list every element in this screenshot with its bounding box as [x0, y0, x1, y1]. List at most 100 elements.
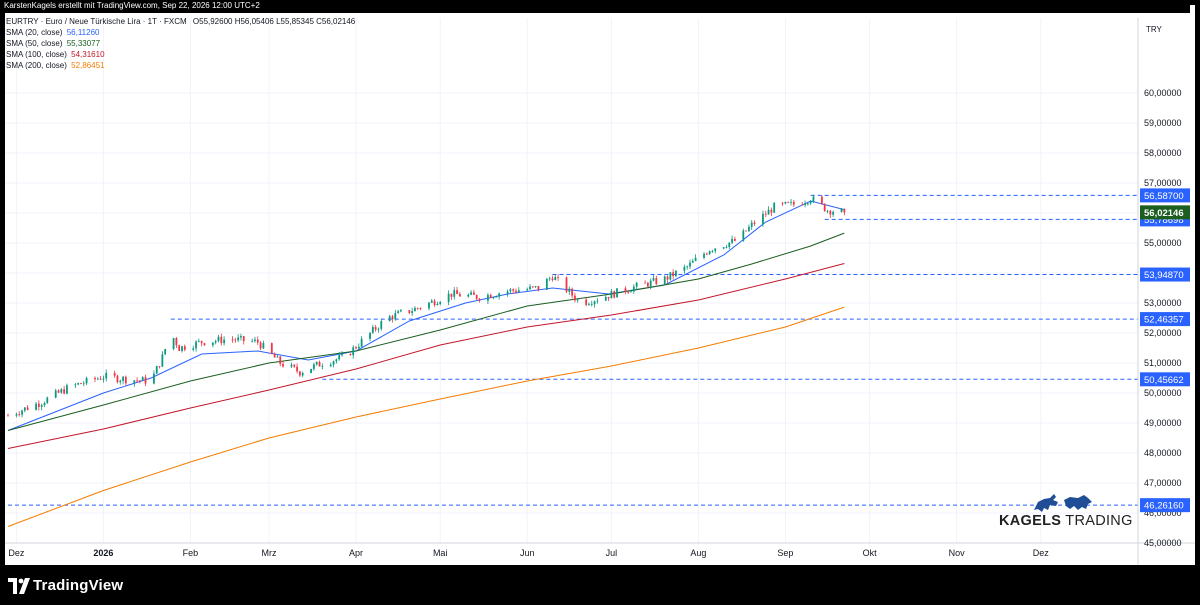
candle-body	[565, 277, 568, 292]
candle-body	[397, 311, 400, 314]
x-tick-label: Nov	[949, 548, 966, 558]
y-tick-label: 58,00000	[1144, 148, 1182, 158]
candle-body	[456, 290, 458, 295]
candle-body	[124, 376, 127, 384]
candle-body	[217, 336, 220, 342]
x-tick-label: Apr	[349, 548, 363, 558]
x-tick-label: 2026	[93, 548, 113, 558]
y-tick-label: 53,00000	[1144, 298, 1182, 308]
y-tick-label: 59,00000	[1144, 118, 1182, 128]
x-tick-label: Sep	[777, 548, 793, 558]
candle-body	[722, 247, 725, 249]
candle-body	[512, 289, 515, 291]
candle-body	[139, 380, 141, 382]
y-tick-label: 51,00000	[1144, 358, 1182, 368]
candle-body	[349, 354, 352, 356]
candle-body	[374, 326, 377, 330]
candle-body	[259, 342, 262, 349]
candle-body	[467, 294, 470, 297]
candle-body	[388, 316, 391, 322]
y-tick-label: 50,00000	[1144, 388, 1182, 398]
candle-body	[644, 282, 646, 284]
candle-body	[596, 300, 599, 302]
candle-body	[391, 316, 394, 320]
candle-body	[517, 290, 520, 293]
candle-body	[801, 204, 804, 206]
indicator-sma-20[interactable]: SMA (20, close) 56,11260	[6, 28, 99, 37]
y-tick-label: 46,00000	[1144, 508, 1182, 518]
candle-body	[298, 371, 301, 376]
candle-body	[318, 361, 321, 367]
y-tick-label: 55,00000	[1144, 238, 1182, 248]
candle-body	[237, 337, 240, 341]
indicator-label: SMA (100, close)	[6, 50, 67, 59]
candle-body	[77, 383, 80, 385]
indicator-label: SMA (200, close)	[6, 61, 67, 70]
candle-body	[357, 346, 360, 349]
candle-body	[122, 376, 124, 381]
candle-body	[341, 354, 343, 356]
candle-body	[568, 288, 571, 292]
candle-body	[506, 291, 509, 294]
candle-body	[590, 304, 593, 305]
candle-body	[439, 302, 442, 304]
candle-body	[750, 222, 753, 227]
candle-body	[624, 288, 627, 293]
candle-body	[74, 384, 77, 386]
candle-body	[178, 345, 181, 352]
last-price-tag	[1140, 205, 1190, 220]
candle-body	[428, 302, 430, 309]
candle-body	[214, 341, 217, 343]
candle-body	[787, 201, 790, 203]
candle-body	[790, 201, 792, 203]
candle-body	[683, 266, 686, 271]
level-price-label: 53,94870	[1144, 270, 1184, 281]
candle-body	[689, 262, 691, 267]
candle-body	[812, 196, 815, 202]
level-price-label: 46,26160	[1144, 501, 1184, 512]
y-tick-label: 48,00000	[1144, 448, 1182, 458]
candle-body	[495, 296, 498, 298]
sma-line	[7, 232, 845, 431]
candle-body	[632, 286, 635, 292]
ohlc-values: O55,92600 H56,05406 L55,85345 C56,02146	[192, 17, 356, 26]
x-tick-label: Dez	[8, 548, 25, 558]
candle-body	[234, 339, 237, 341]
x-tick-label: Okt	[863, 548, 878, 558]
indicator-sma-50[interactable]: SMA (50, close) 55,33077	[6, 39, 100, 48]
tradingview-wordmark[interactable]: TradingView	[33, 577, 124, 594]
candle-body	[172, 338, 175, 350]
candle-body	[371, 326, 374, 333]
candle-body	[282, 363, 284, 367]
candle-body	[646, 282, 649, 287]
indicator-value: 54,31610	[71, 50, 105, 59]
price-chart[interactable]: TRY 45,00000 46,00000 47,00000 48,00000 49,00…	[0, 0, 1200, 565]
candle-body	[806, 203, 809, 205]
indicator-sma-100[interactable]: SMA (100, close) 54,31610	[6, 50, 105, 59]
candle-body	[195, 341, 197, 349]
candle-body	[113, 372, 116, 376]
candle-body	[781, 202, 784, 204]
candle-body	[63, 389, 66, 394]
candle-body	[613, 291, 616, 298]
candle-body	[703, 253, 705, 258]
candle-body	[728, 242, 731, 248]
indicator-sma-200[interactable]: SMA (200, close) 52,86451	[6, 61, 105, 70]
level-price-label: 50,45662	[1144, 375, 1184, 386]
candle-body	[240, 336, 242, 338]
candle-body	[745, 230, 748, 232]
candle-body	[675, 270, 677, 277]
x-tick-label: Aug	[690, 548, 706, 558]
footer-bar	[0, 565, 1200, 605]
candle-body	[80, 383, 82, 384]
header-text: KarstenKagels erstellt mit TradingView.c…	[4, 1, 260, 10]
candle-body	[529, 286, 531, 290]
candle-body	[270, 343, 273, 354]
currency-label: TRY	[1146, 25, 1163, 34]
candle-body	[487, 294, 489, 301]
candle-body	[254, 339, 256, 341]
candle-body	[711, 250, 714, 252]
x-tick-label: Jun	[520, 548, 535, 558]
tradingview-logo-icon[interactable]	[8, 578, 30, 594]
x-tick-label: Dez	[1033, 548, 1050, 558]
